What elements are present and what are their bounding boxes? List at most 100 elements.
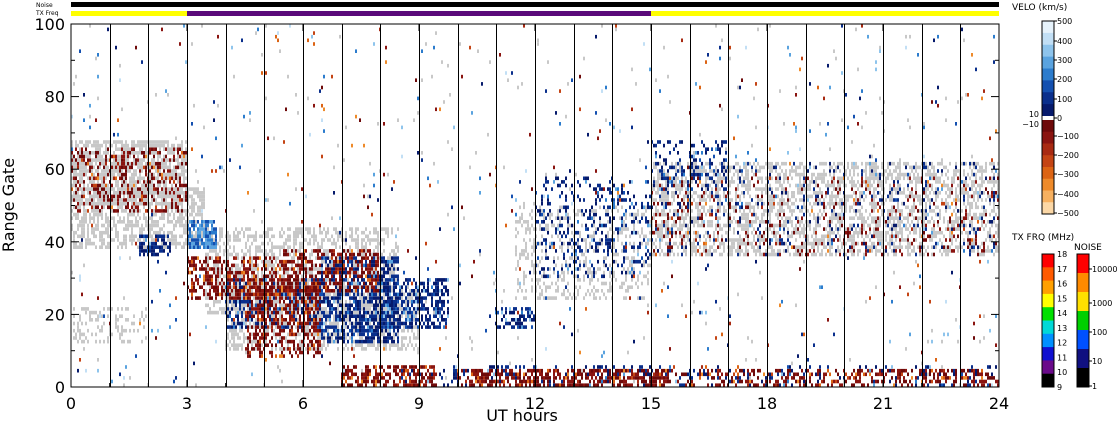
scatter-cell	[255, 325, 257, 329]
scatter-cell	[427, 289, 429, 293]
scatter-cell	[753, 383, 755, 387]
scatter-cell	[73, 212, 75, 217]
scatter-cell	[435, 285, 437, 289]
scatter-cell	[189, 241, 191, 246]
scatter-cell	[971, 238, 973, 242]
scatter-cell	[391, 259, 393, 264]
scatter-cell	[413, 368, 415, 373]
scatter-cell	[131, 140, 133, 144]
scatter-cell	[967, 376, 969, 380]
scatter-cell	[309, 259, 311, 264]
scatter-cell	[163, 241, 165, 246]
scatter-cell	[335, 270, 337, 275]
scatter-cell	[879, 205, 881, 210]
scatter-cell	[157, 234, 159, 239]
scatter-cell	[585, 227, 587, 231]
scatter-cell	[949, 238, 951, 242]
scatter-cell	[157, 209, 159, 213]
scatter-cell	[363, 310, 365, 315]
scatter-cell	[261, 303, 263, 308]
scatter-cell	[733, 372, 735, 377]
scatter-cell	[265, 267, 267, 271]
scatter-cell	[157, 161, 159, 166]
scatter-cell	[329, 259, 331, 264]
scatter-cell	[345, 379, 347, 384]
scatter-cell	[281, 285, 283, 289]
scatter-cell	[481, 379, 483, 384]
scatter-cell	[279, 332, 281, 337]
scatter-cell	[907, 238, 909, 242]
scatter-cell	[323, 328, 325, 333]
scatter-cell	[969, 161, 971, 166]
scatter-cell	[369, 336, 371, 340]
scatter-cell	[403, 299, 405, 304]
scatter-cell	[585, 365, 587, 369]
scatter-cell	[331, 310, 333, 315]
scatter-cell	[533, 368, 535, 373]
scatter-cell	[83, 158, 85, 162]
scatter-cell	[659, 372, 661, 377]
scatter-cell	[559, 194, 561, 199]
scatter-cell	[171, 194, 173, 199]
scatter-cell	[83, 212, 85, 217]
scatter-cell	[955, 165, 957, 170]
scatter-cell	[121, 147, 123, 151]
scatter-cell	[191, 241, 193, 246]
scatter-cell	[113, 158, 115, 162]
scatter-cell	[779, 241, 781, 246]
scatter-cell	[123, 165, 125, 170]
scatter-cell	[253, 274, 255, 279]
scatter-cell	[291, 274, 293, 279]
scatter-cell	[255, 307, 257, 311]
scatter-cell	[687, 205, 689, 210]
scatter-cell	[365, 379, 367, 384]
scatter-cell	[377, 332, 379, 337]
scatter-cell	[269, 292, 271, 297]
scatter-cell	[661, 172, 663, 177]
scatter-cell	[391, 310, 393, 315]
scatter-cell	[801, 368, 803, 373]
scatter-cell	[679, 376, 681, 380]
scatter-cell	[165, 201, 167, 206]
scatter-cell	[333, 281, 335, 286]
scatter-cell	[757, 383, 759, 387]
scatter-cell	[697, 151, 699, 155]
scatter-cell	[613, 379, 615, 384]
scatter-cell	[111, 201, 113, 206]
scatter-cell	[389, 365, 391, 369]
scatter-cell	[185, 147, 187, 151]
scatter-cell	[527, 376, 529, 380]
scatter-cell	[823, 216, 825, 220]
scatter-cell	[381, 256, 383, 260]
scatter-cell	[323, 321, 325, 326]
scatter-cell	[399, 379, 401, 384]
scatter-cell	[879, 372, 881, 377]
scatter-cell	[835, 234, 837, 239]
scatter-cell	[131, 194, 133, 199]
scatter-cell	[447, 310, 449, 315]
scatter-cell	[529, 383, 531, 387]
scatter-cell	[261, 321, 263, 326]
scatter-cell	[313, 325, 315, 329]
scatter-cell	[297, 328, 299, 333]
scatter-cell	[155, 198, 157, 202]
scatter-cell	[373, 328, 375, 333]
scatter-cell	[597, 379, 599, 384]
scatter-cell	[205, 278, 207, 282]
scatter-cell	[941, 376, 943, 380]
scatter-cell	[203, 230, 205, 235]
scatter-cell	[317, 310, 319, 315]
scatter-cell	[177, 209, 179, 213]
scatter-cell	[195, 278, 197, 282]
scatter-cell	[369, 328, 371, 333]
scatter-cell	[299, 285, 301, 289]
scatter-cell	[159, 180, 161, 184]
scatter-cell	[989, 365, 991, 369]
scatter-cell	[315, 314, 317, 318]
scatter-cell	[493, 379, 495, 384]
scatter-cell	[599, 183, 601, 188]
scatter-cell	[131, 165, 133, 170]
scatter-cell	[663, 383, 665, 387]
scatter-cell	[299, 321, 301, 326]
scatter-cell	[163, 198, 165, 202]
